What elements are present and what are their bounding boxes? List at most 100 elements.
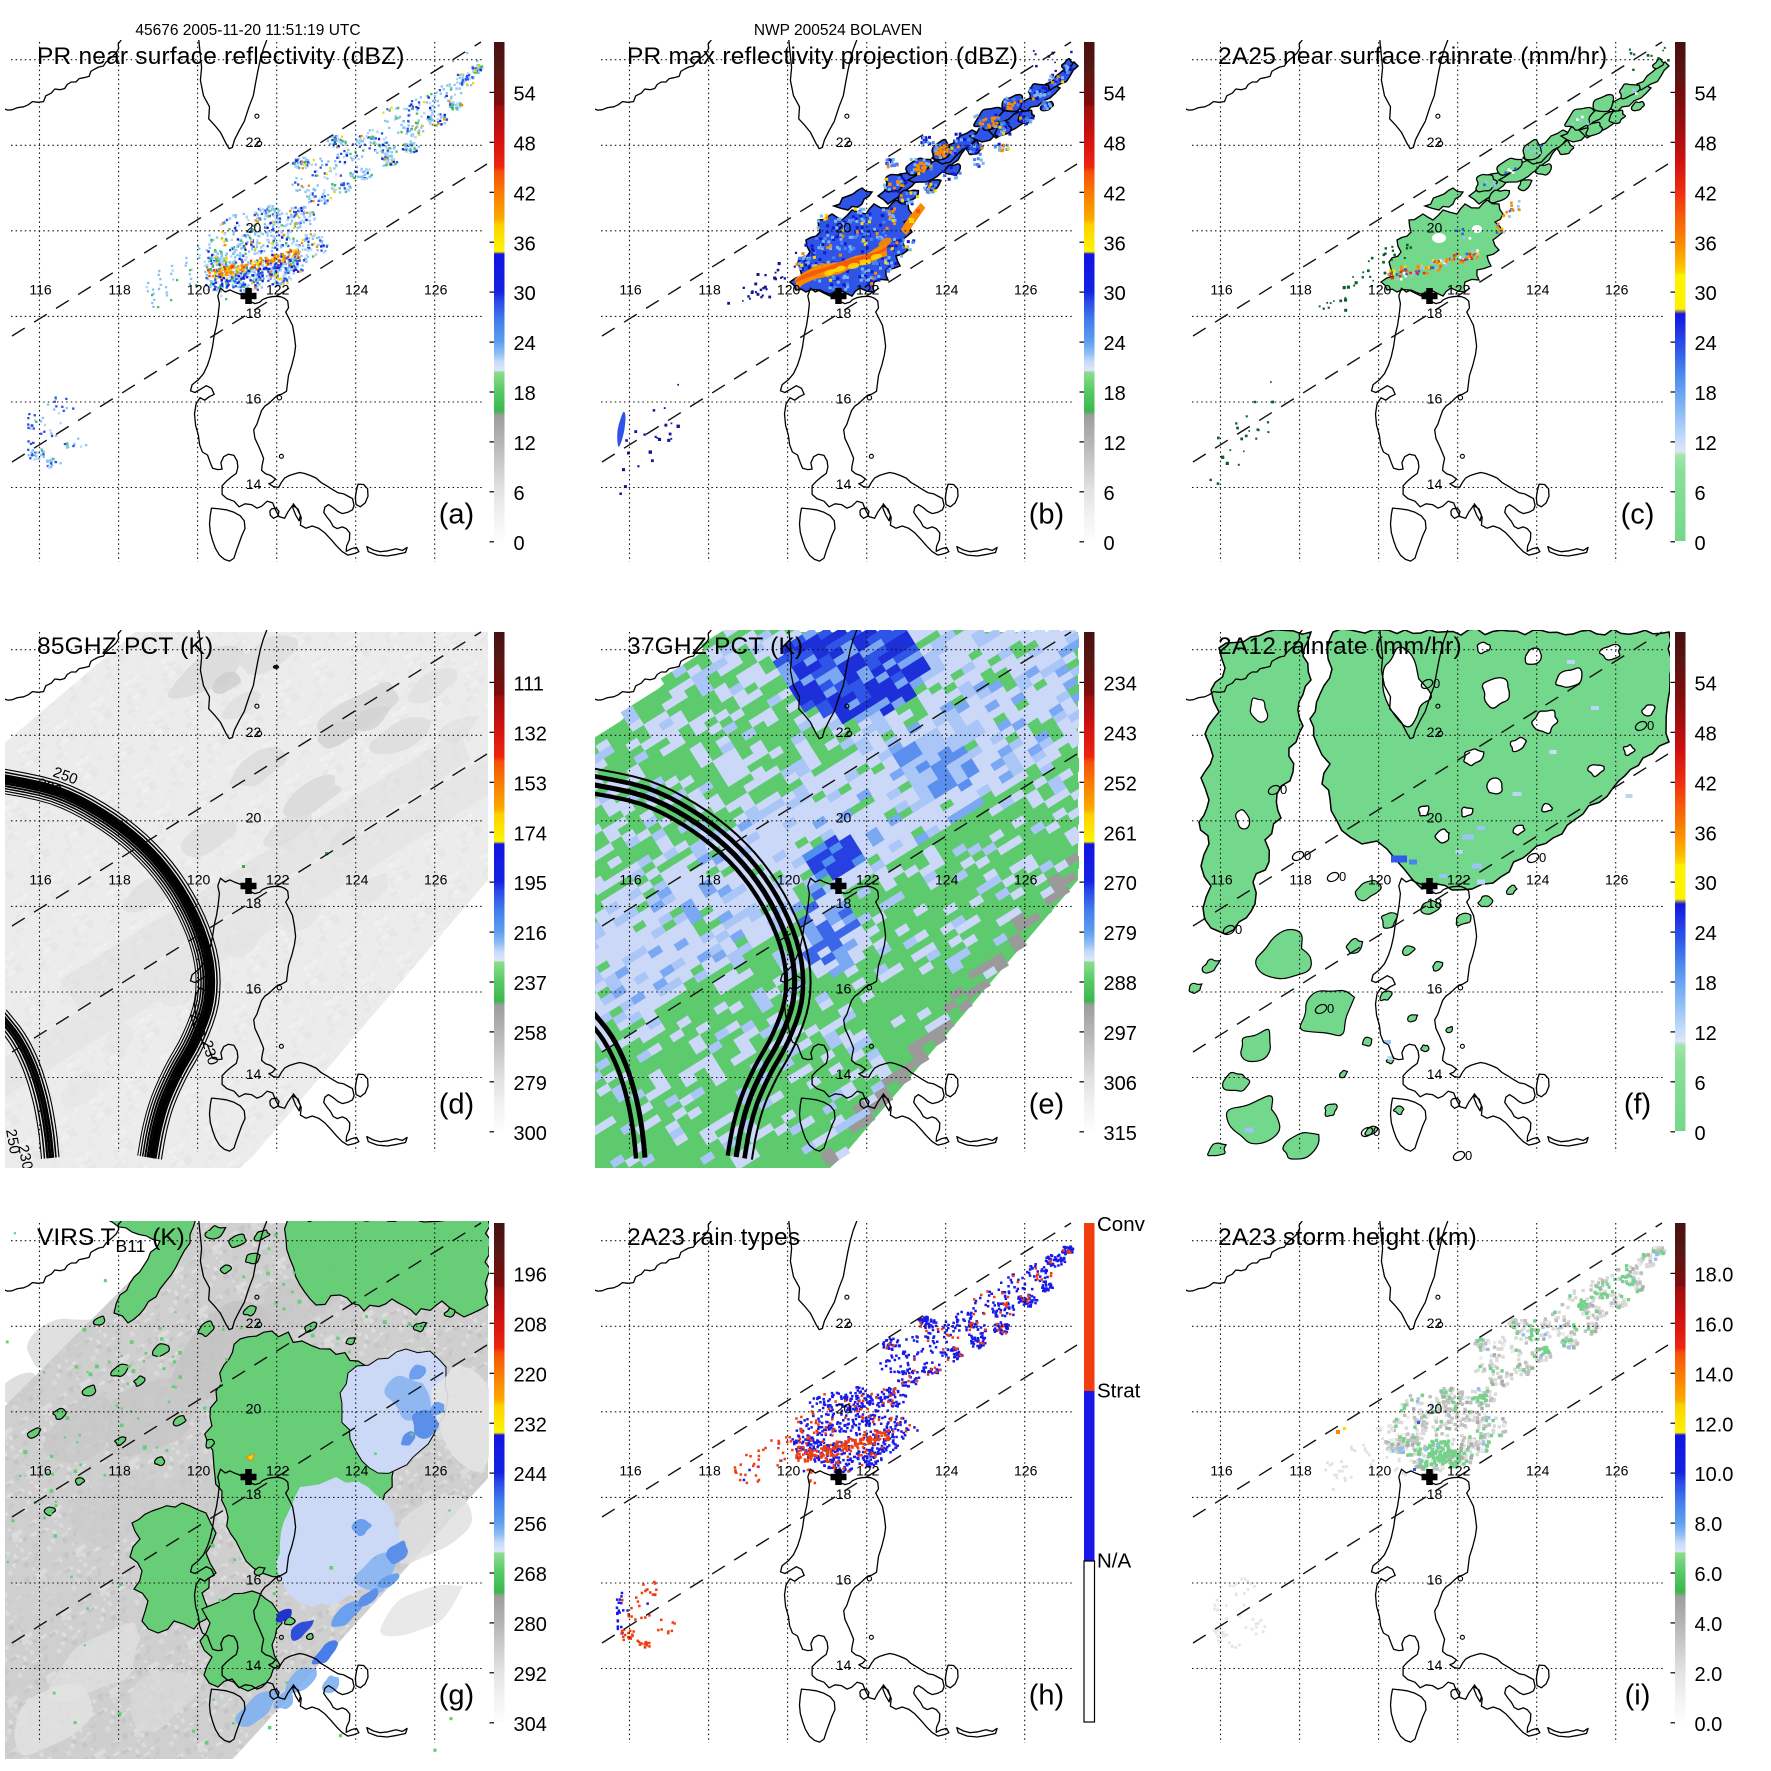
svg-text:24: 24 [1694, 923, 1716, 945]
svg-text:30: 30 [1694, 873, 1716, 895]
svg-text:116: 116 [29, 1462, 52, 1478]
svg-text:18: 18 [246, 305, 262, 321]
svg-text:244: 244 [514, 1464, 547, 1486]
svg-text:0: 0 [1647, 718, 1654, 733]
svg-text:85GHZ PCT (K): 85GHZ PCT (K) [37, 633, 213, 660]
svg-text:118: 118 [699, 282, 722, 298]
svg-text:122: 122 [266, 872, 290, 888]
svg-text:18: 18 [1426, 305, 1442, 321]
svg-text:0: 0 [1304, 848, 1311, 863]
svg-text:122: 122 [266, 282, 290, 298]
svg-text:18: 18 [1104, 383, 1126, 405]
svg-text:0: 0 [1539, 850, 1546, 865]
svg-text:20: 20 [246, 1400, 262, 1416]
svg-text:256: 256 [514, 1514, 547, 1536]
svg-text:258: 258 [514, 1023, 547, 1045]
svg-text:118: 118 [108, 1462, 131, 1478]
svg-text:16: 16 [836, 1571, 852, 1587]
svg-text:16: 16 [1426, 1571, 1442, 1587]
svg-text:22: 22 [836, 1314, 852, 1330]
svg-text:120: 120 [187, 1462, 211, 1478]
svg-text:120: 120 [187, 872, 211, 888]
svg-text:N/A: N/A [1097, 1549, 1132, 1572]
svg-text:0: 0 [1280, 782, 1287, 797]
svg-text:118: 118 [108, 872, 131, 888]
svg-text:14: 14 [246, 1657, 262, 1673]
svg-text:122: 122 [1447, 872, 1471, 888]
svg-text:54: 54 [1694, 674, 1716, 696]
svg-text:153: 153 [514, 774, 547, 796]
svg-text:54: 54 [1694, 84, 1716, 106]
svg-text:24: 24 [1104, 333, 1126, 355]
svg-text:196: 196 [514, 1264, 547, 1286]
svg-text:18: 18 [836, 1486, 852, 1502]
svg-text:2A23 rain types: 2A23 rain types [627, 1224, 800, 1251]
svg-text:54: 54 [1104, 84, 1126, 106]
svg-text:20: 20 [836, 219, 852, 235]
svg-text:42: 42 [1694, 774, 1716, 796]
svg-text:250: 250 [186, 1011, 209, 1039]
svg-text:261: 261 [1104, 824, 1137, 846]
svg-text:306: 306 [1104, 1073, 1137, 1095]
svg-text:126: 126 [1014, 282, 1038, 298]
svg-text:20: 20 [836, 1400, 852, 1416]
svg-text:122: 122 [856, 872, 880, 888]
svg-text:195: 195 [514, 873, 547, 895]
svg-text:(i): (i) [1624, 1679, 1650, 1711]
svg-text:118: 118 [1289, 282, 1312, 298]
svg-text:14: 14 [836, 476, 852, 492]
svg-text:54: 54 [514, 84, 536, 106]
svg-text:220: 220 [514, 1364, 547, 1386]
svg-text:0: 0 [1339, 869, 1346, 884]
svg-text:122: 122 [856, 282, 880, 298]
svg-text:124: 124 [1526, 872, 1550, 888]
svg-text:42: 42 [514, 183, 536, 205]
svg-text:18: 18 [1426, 895, 1442, 911]
svg-text:16: 16 [246, 391, 262, 407]
svg-text:132: 132 [514, 724, 547, 746]
svg-text:0: 0 [1104, 533, 1115, 555]
svg-text:120: 120 [777, 1462, 801, 1478]
svg-text:20: 20 [1426, 810, 1442, 826]
svg-text:(h): (h) [1029, 1679, 1064, 1711]
svg-text:22: 22 [246, 134, 262, 150]
svg-text:116: 116 [620, 282, 643, 298]
svg-text:122: 122 [856, 1462, 880, 1478]
svg-text:14: 14 [246, 1066, 262, 1082]
svg-text:174: 174 [514, 824, 547, 846]
svg-text:16: 16 [246, 981, 262, 997]
svg-text:268: 268 [514, 1564, 547, 1586]
svg-text:12: 12 [1104, 433, 1126, 455]
svg-text:6: 6 [1694, 483, 1705, 505]
svg-text:8.0: 8.0 [1694, 1514, 1722, 1536]
svg-text:116: 116 [1210, 282, 1233, 298]
svg-text:304: 304 [514, 1714, 547, 1736]
svg-text:30: 30 [514, 283, 536, 305]
svg-text:22: 22 [1426, 1314, 1442, 1330]
svg-text:48: 48 [1694, 724, 1716, 746]
svg-text:30: 30 [1694, 283, 1716, 305]
svg-text:208: 208 [514, 1314, 547, 1336]
svg-text:2A12 rainrate (mm/hr): 2A12 rainrate (mm/hr) [1218, 633, 1462, 660]
svg-text:24: 24 [1694, 333, 1716, 355]
svg-text:116: 116 [29, 282, 52, 298]
svg-text:12.0: 12.0 [1694, 1414, 1733, 1436]
svg-text:16: 16 [246, 1571, 262, 1587]
svg-text:22: 22 [246, 1314, 262, 1330]
svg-text:12: 12 [514, 433, 536, 455]
svg-text:18: 18 [246, 1486, 262, 1502]
svg-text:42: 42 [1104, 183, 1126, 205]
svg-text:118: 118 [699, 1462, 722, 1478]
svg-text:126: 126 [1605, 1462, 1629, 1478]
svg-text:252: 252 [1104, 774, 1137, 796]
svg-text:216: 216 [514, 923, 547, 945]
svg-text:16: 16 [1426, 391, 1442, 407]
svg-text:(g): (g) [439, 1679, 474, 1711]
svg-text:0: 0 [514, 533, 525, 555]
svg-text:120: 120 [777, 872, 801, 888]
svg-text:126: 126 [1014, 1462, 1038, 1478]
svg-text:14: 14 [1426, 1657, 1442, 1673]
svg-text:16: 16 [1426, 981, 1442, 997]
svg-text:124: 124 [935, 1462, 959, 1478]
svg-text:250: 250 [2, 1128, 23, 1156]
